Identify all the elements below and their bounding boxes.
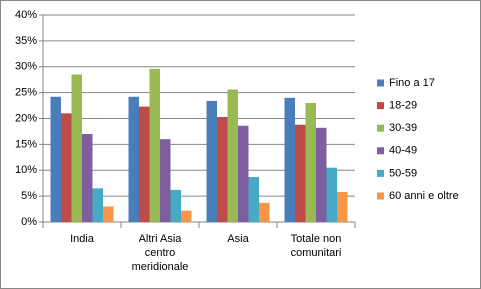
bar [238,125,249,222]
legend-swatch [377,147,384,155]
legend-label: 40-49 [389,145,417,157]
bar [316,127,327,222]
y-tick-label: 35% [15,35,37,47]
bar [160,139,171,222]
bar [139,106,150,222]
bar [248,176,259,222]
bar [71,74,82,222]
bar [128,96,139,222]
legend-label: 60 anni e oltre [389,190,459,202]
bar [103,206,114,222]
y-tick-label: 30% [15,61,37,73]
bar [50,96,61,222]
bar [295,124,306,222]
legend-label: 18-29 [389,100,417,112]
bar [217,116,228,222]
y-tick-label: 40% [15,9,37,21]
bar [181,210,192,222]
y-tick-label: 0% [21,216,37,228]
legend-label: 30-39 [389,122,417,134]
bar [61,113,72,222]
y-tick-label: 25% [15,87,37,99]
legend-swatch [377,79,384,87]
y-tick-label: 10% [15,164,37,176]
bar [82,134,93,222]
bar [149,68,160,222]
legend-swatch [377,192,384,200]
legend-swatch [377,124,384,132]
x-tick-label: Altri Asia centro meridionale [131,233,189,273]
legend-swatch [377,169,384,177]
legend-swatch [377,102,384,110]
bar [284,97,295,222]
x-tick-label: Totale non comunitari [290,233,342,259]
legend-label: 50-59 [389,167,417,179]
y-tick-label: 15% [15,138,37,150]
bar [337,191,348,222]
legend-label: Fino a 17 [389,77,435,89]
y-tick-label: 20% [15,112,37,124]
bar [259,202,270,222]
bar [326,167,337,222]
x-tick-label: India [70,233,94,245]
x-tick-label: Asia [227,233,249,245]
bar [170,189,181,222]
bar [305,102,316,222]
bar [206,100,217,222]
bar [92,188,103,222]
y-tick-label: 5% [21,190,37,202]
bar [227,89,238,223]
